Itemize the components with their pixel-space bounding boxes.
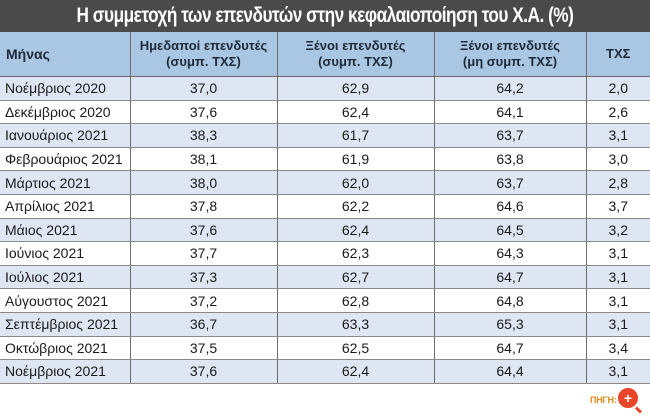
cell-foreign-incl: 62,4: [276, 218, 434, 243]
cell-domestic: 36,7: [129, 312, 277, 337]
cell-foreign-incl: 62,5: [276, 336, 434, 361]
cell-hfsf: 3,4: [585, 336, 650, 361]
table-row: Ιανουάριος 2021 38,3 61,7 63,7 3,1: [0, 123, 650, 148]
cell-month: Απρίλιος 2021: [0, 194, 130, 219]
cell-foreign-incl: 62,9: [276, 76, 434, 101]
cell-foreign-incl: 61,7: [276, 123, 434, 148]
cell-hfsf: 3,7: [585, 194, 650, 219]
table-row: Νοέμβριος 2021 37,6 62,4 64,4 3,1: [0, 359, 650, 384]
cell-foreign-incl: 62,3: [276, 241, 434, 266]
cell-month: Δεκέμβριος 2020: [0, 100, 130, 125]
cell-foreign-excl: 63,8: [433, 147, 586, 172]
cell-month: Νοέμβριος 2020: [0, 76, 130, 101]
cell-foreign-incl: 61,9: [276, 147, 434, 172]
cell-hfsf: 3,0: [585, 147, 650, 172]
cell-hfsf: 2,6: [585, 100, 650, 125]
header-sublabel: (συμπ. ΤΧΣ): [166, 54, 241, 69]
table-row: Μάιος 2021 37,6 62,4 64,5 3,2: [0, 218, 650, 243]
cell-month: Ιανουάριος 2021: [0, 123, 130, 148]
table-row: Αύγουστος 2021 37,2 62,8 64,8 3,1: [0, 288, 650, 313]
header-row: Μήνας Ημεδαποί επενδυτές (συμπ. ΤΧΣ) Ξένο…: [0, 32, 650, 77]
cell-foreign-incl: 62,4: [276, 359, 434, 384]
cell-foreign-excl: 63,7: [433, 170, 586, 195]
table-row: Δεκέμβριος 2020 37,6 62,4 64,1 2,6: [0, 100, 650, 125]
cell-foreign-excl: 63,7: [433, 123, 586, 148]
cell-foreign-incl: 62,2: [276, 194, 434, 219]
cell-month: Οκτώβριος 2021: [0, 336, 130, 361]
cell-domestic: 38,0: [129, 170, 277, 195]
cell-foreign-excl: 64,1: [433, 100, 586, 125]
header-label: ΤΧΣ: [606, 46, 631, 61]
cell-hfsf: 3,1: [585, 288, 650, 313]
table-row: Οκτώβριος 2021 37,5 62,5 64,7 3,4: [0, 336, 650, 361]
header-foreign-incl: Ξένοι επενδυτές (συμπ. ΤΧΣ): [276, 32, 434, 77]
cell-month: Μάιος 2021: [0, 218, 130, 243]
cell-hfsf: 3,1: [585, 265, 650, 290]
cell-domestic: 37,7: [129, 241, 277, 266]
cell-month: Αύγουστος 2021: [0, 288, 130, 313]
cell-hfsf: 2,0: [585, 76, 650, 101]
cell-hfsf: 3,1: [585, 359, 650, 384]
cell-domestic: 37,6: [129, 218, 277, 243]
header-label: Ξένοι επενδυτές: [459, 38, 561, 53]
table-title: Η συμμετοχή των επενδυτών στην κεφαλαιοπ…: [0, 0, 650, 32]
cell-foreign-excl: 64,2: [433, 76, 586, 101]
cell-domestic: 37,5: [129, 336, 277, 361]
table-row: Ιούλιος 2021 37,3 62,7 64,7 3,1: [0, 265, 650, 290]
cell-foreign-excl: 64,8: [433, 288, 586, 313]
cell-hfsf: 3,1: [585, 241, 650, 266]
header-sublabel: (μη συμπ. ΤΧΣ): [462, 54, 558, 69]
cell-month: Ιούνιος 2021: [0, 241, 130, 266]
table-row: Σεπτέμβριος 2021 36,7 63,3 65,3 3,1: [0, 312, 650, 337]
header-domestic: Ημεδαποί επενδυτές (συμπ. ΤΧΣ): [129, 32, 277, 77]
cell-foreign-incl: 62,7: [276, 265, 434, 290]
table-row: Απρίλιος 2021 37,8 62,2 64,6 3,7: [0, 194, 650, 219]
header-label: Ημεδαποί επενδυτές: [139, 38, 268, 53]
cell-domestic: 37,8: [129, 194, 277, 219]
cell-month: Μάρτιος 2021: [0, 170, 130, 195]
cell-hfsf: 2,8: [585, 170, 650, 195]
cell-domestic: 37,6: [129, 359, 277, 384]
cell-hfsf: 3,2: [585, 218, 650, 243]
zoom-in-icon[interactable]: +: [618, 388, 638, 408]
participation-table: Μήνας Ημεδαποί επενδυτές (συμπ. ΤΧΣ) Ξένο…: [0, 32, 650, 384]
cell-month: Φεβρουάριος 2021: [0, 147, 130, 172]
cell-hfsf: 3,1: [585, 123, 650, 148]
cell-foreign-incl: 62,4: [276, 100, 434, 125]
cell-month: Ιούλιος 2021: [0, 265, 130, 290]
header-foreign-excl: Ξένοι επενδυτές (μη συμπ. ΤΧΣ): [433, 32, 586, 77]
table-row: Φεβρουάριος 2021 38,1 61,9 63,8 3,0: [0, 147, 650, 172]
cell-domestic: 38,1: [129, 147, 277, 172]
table-row: Μάρτιος 2021 38,0 62,0 63,7 2,8: [0, 170, 650, 195]
header-label: Μήνας: [6, 46, 50, 62]
cell-domestic: 38,3: [129, 123, 277, 148]
title-text: Η συμμετοχή των επενδυτών στην κεφαλαιοπ…: [76, 4, 574, 27]
cell-hfsf: 3,1: [585, 312, 650, 337]
cell-foreign-excl: 64,7: [433, 336, 586, 361]
cell-domestic: 37,6: [129, 100, 277, 125]
cell-domestic: 37,3: [129, 265, 277, 290]
cell-domestic: 37,2: [129, 288, 277, 313]
cell-foreign-excl: 64,7: [433, 265, 586, 290]
header-label: Ξένοι επενδυτές: [305, 38, 406, 53]
source-label: ΠΗΓΗ: ΧΑ: [590, 395, 631, 405]
cell-foreign-excl: 64,6: [433, 194, 586, 219]
cell-month: Σεπτέμβριος 2021: [0, 312, 130, 337]
cell-foreign-excl: 64,5: [433, 218, 586, 243]
cell-foreign-excl: 64,4: [433, 359, 586, 384]
header-hfsf: ΤΧΣ: [585, 32, 650, 77]
table-row: Ιούνιος 2021 37,7 62,3 64,3 3,1: [0, 241, 650, 266]
cell-foreign-incl: 62,8: [276, 288, 434, 313]
cell-domestic: 37,0: [129, 76, 277, 101]
header-month: Μήνας: [0, 32, 130, 77]
cell-month: Νοέμβριος 2021: [0, 359, 130, 384]
cell-foreign-incl: 62,0: [276, 170, 434, 195]
table-row: Νοέμβριος 2020 37,0 62,9 64,2 2,0: [0, 76, 650, 101]
cell-foreign-excl: 64,3: [433, 241, 586, 266]
cell-foreign-excl: 65,3: [433, 312, 586, 337]
cell-foreign-incl: 63,3: [276, 312, 434, 337]
header-sublabel: (συμπ. ΤΧΣ): [318, 54, 393, 69]
